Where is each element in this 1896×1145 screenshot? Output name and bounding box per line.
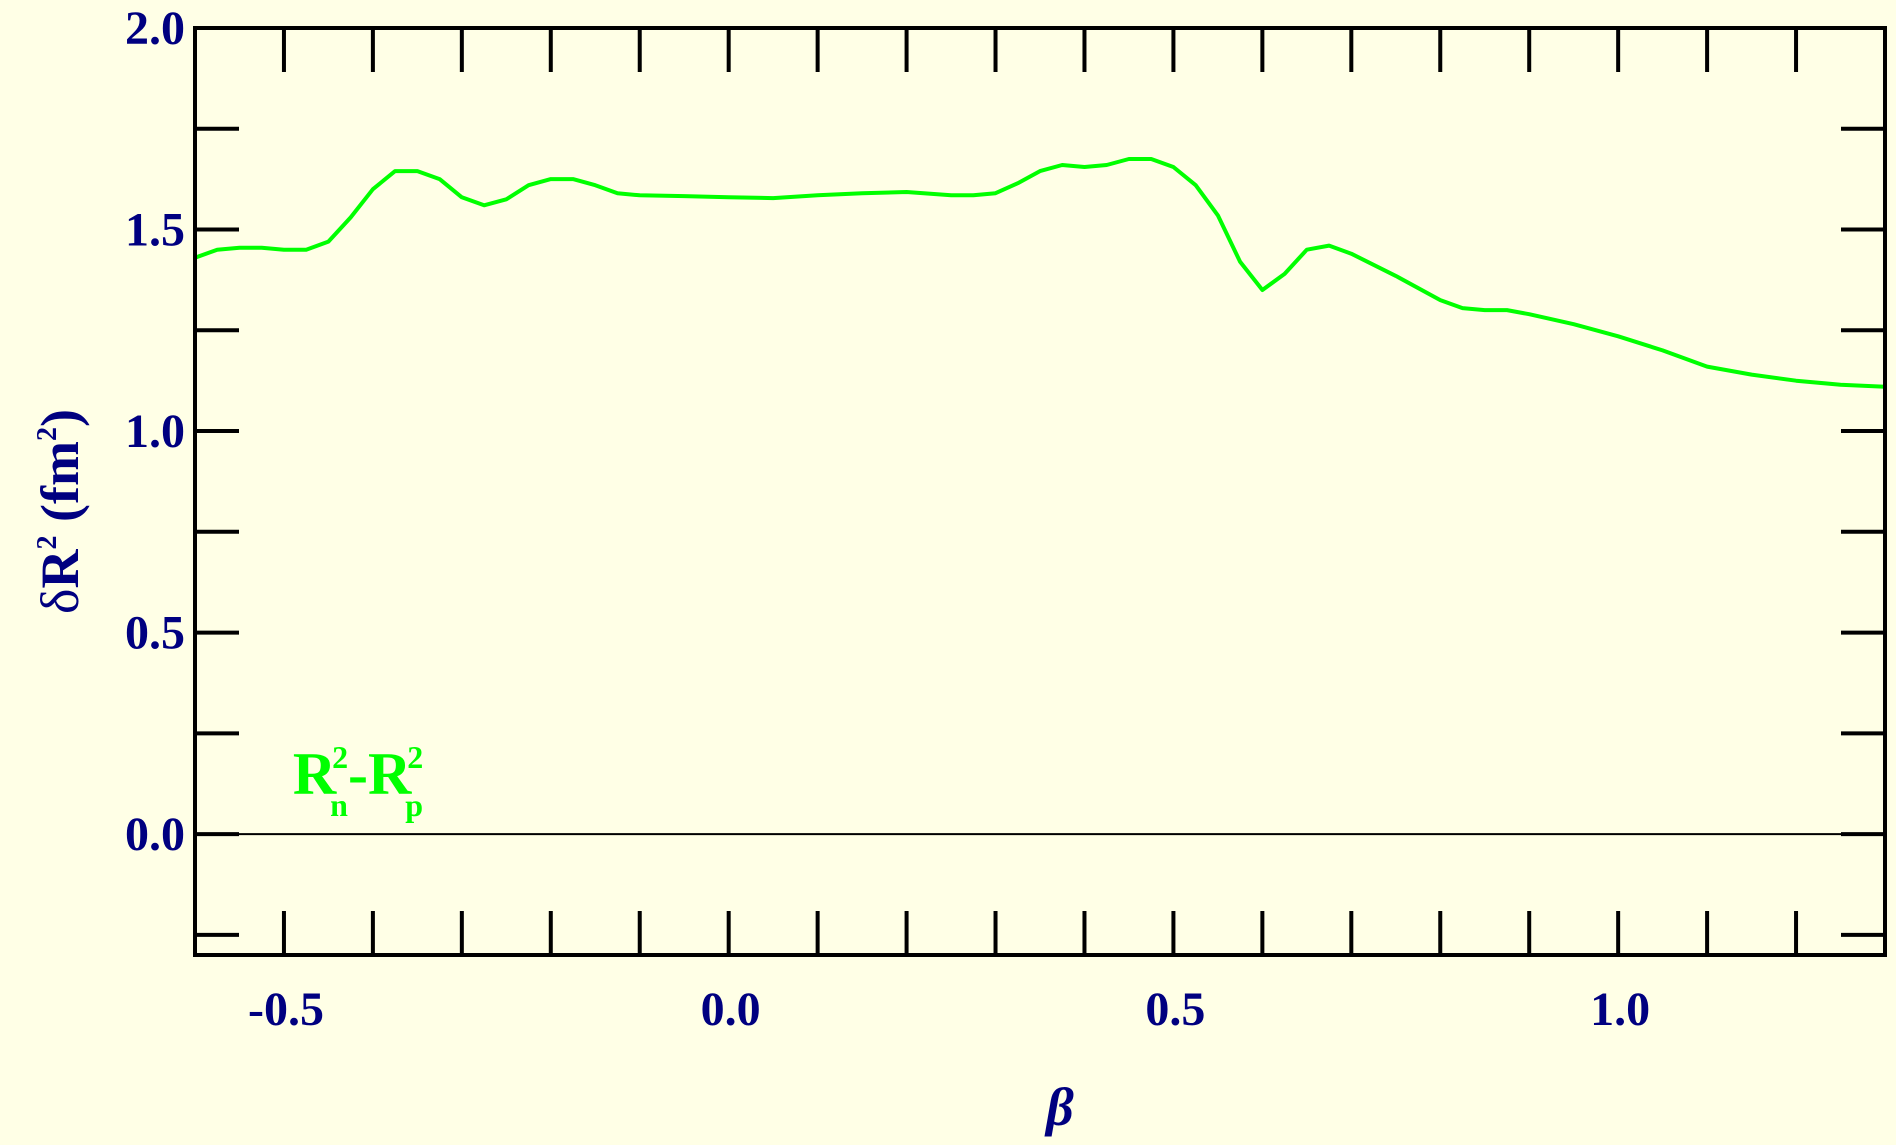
x-axis-title: β — [1044, 1077, 1074, 1137]
y-tick-label: 1.5 — [125, 204, 185, 257]
y-axis-title: δR2 (fm2) — [30, 409, 90, 614]
y-axis-title-close: ) — [30, 409, 90, 427]
series-label-r1: R — [293, 741, 337, 807]
y-axis-title-delta: δ — [30, 588, 90, 613]
y-axis-title-open: (fm — [30, 441, 90, 535]
series-label-sup1: 2 — [332, 739, 348, 775]
y-tick-label: 1.0 — [125, 405, 185, 458]
y-axis-title-sup1: 2 — [32, 535, 63, 549]
y-tick-label: 0.0 — [125, 808, 185, 861]
y-axis-title-sup2: 2 — [32, 427, 63, 441]
x-tick-label: 0.0 — [701, 983, 761, 1036]
series-label-r2: R — [368, 741, 412, 807]
series-label-sub2: p — [405, 787, 423, 823]
y-tick-labels: 0.0 0.5 1.0 1.5 2.0 — [125, 2, 185, 861]
series-label-sub1: n — [330, 787, 348, 823]
series-label: R2 n-R2 p — [293, 739, 423, 823]
x-tick-label: -0.5 — [248, 983, 324, 1036]
y-tick-label: 2.0 — [125, 2, 185, 55]
series-layer — [194, 157, 1886, 389]
tick-layer — [195, 28, 1885, 955]
x-tick-label: 0.5 — [1145, 983, 1205, 1036]
series-label-dash: - — [348, 741, 368, 807]
y-axis-title-r: R — [30, 548, 90, 588]
y-tick-label: 0.5 — [125, 607, 185, 660]
plot-frame — [193, 26, 1887, 957]
x-tick-labels: -0.5 0.0 0.5 1.0 — [248, 983, 1650, 1036]
series-line — [194, 157, 1886, 389]
x-tick-label: 1.0 — [1590, 983, 1650, 1036]
series-label-sup2: 2 — [407, 739, 423, 775]
